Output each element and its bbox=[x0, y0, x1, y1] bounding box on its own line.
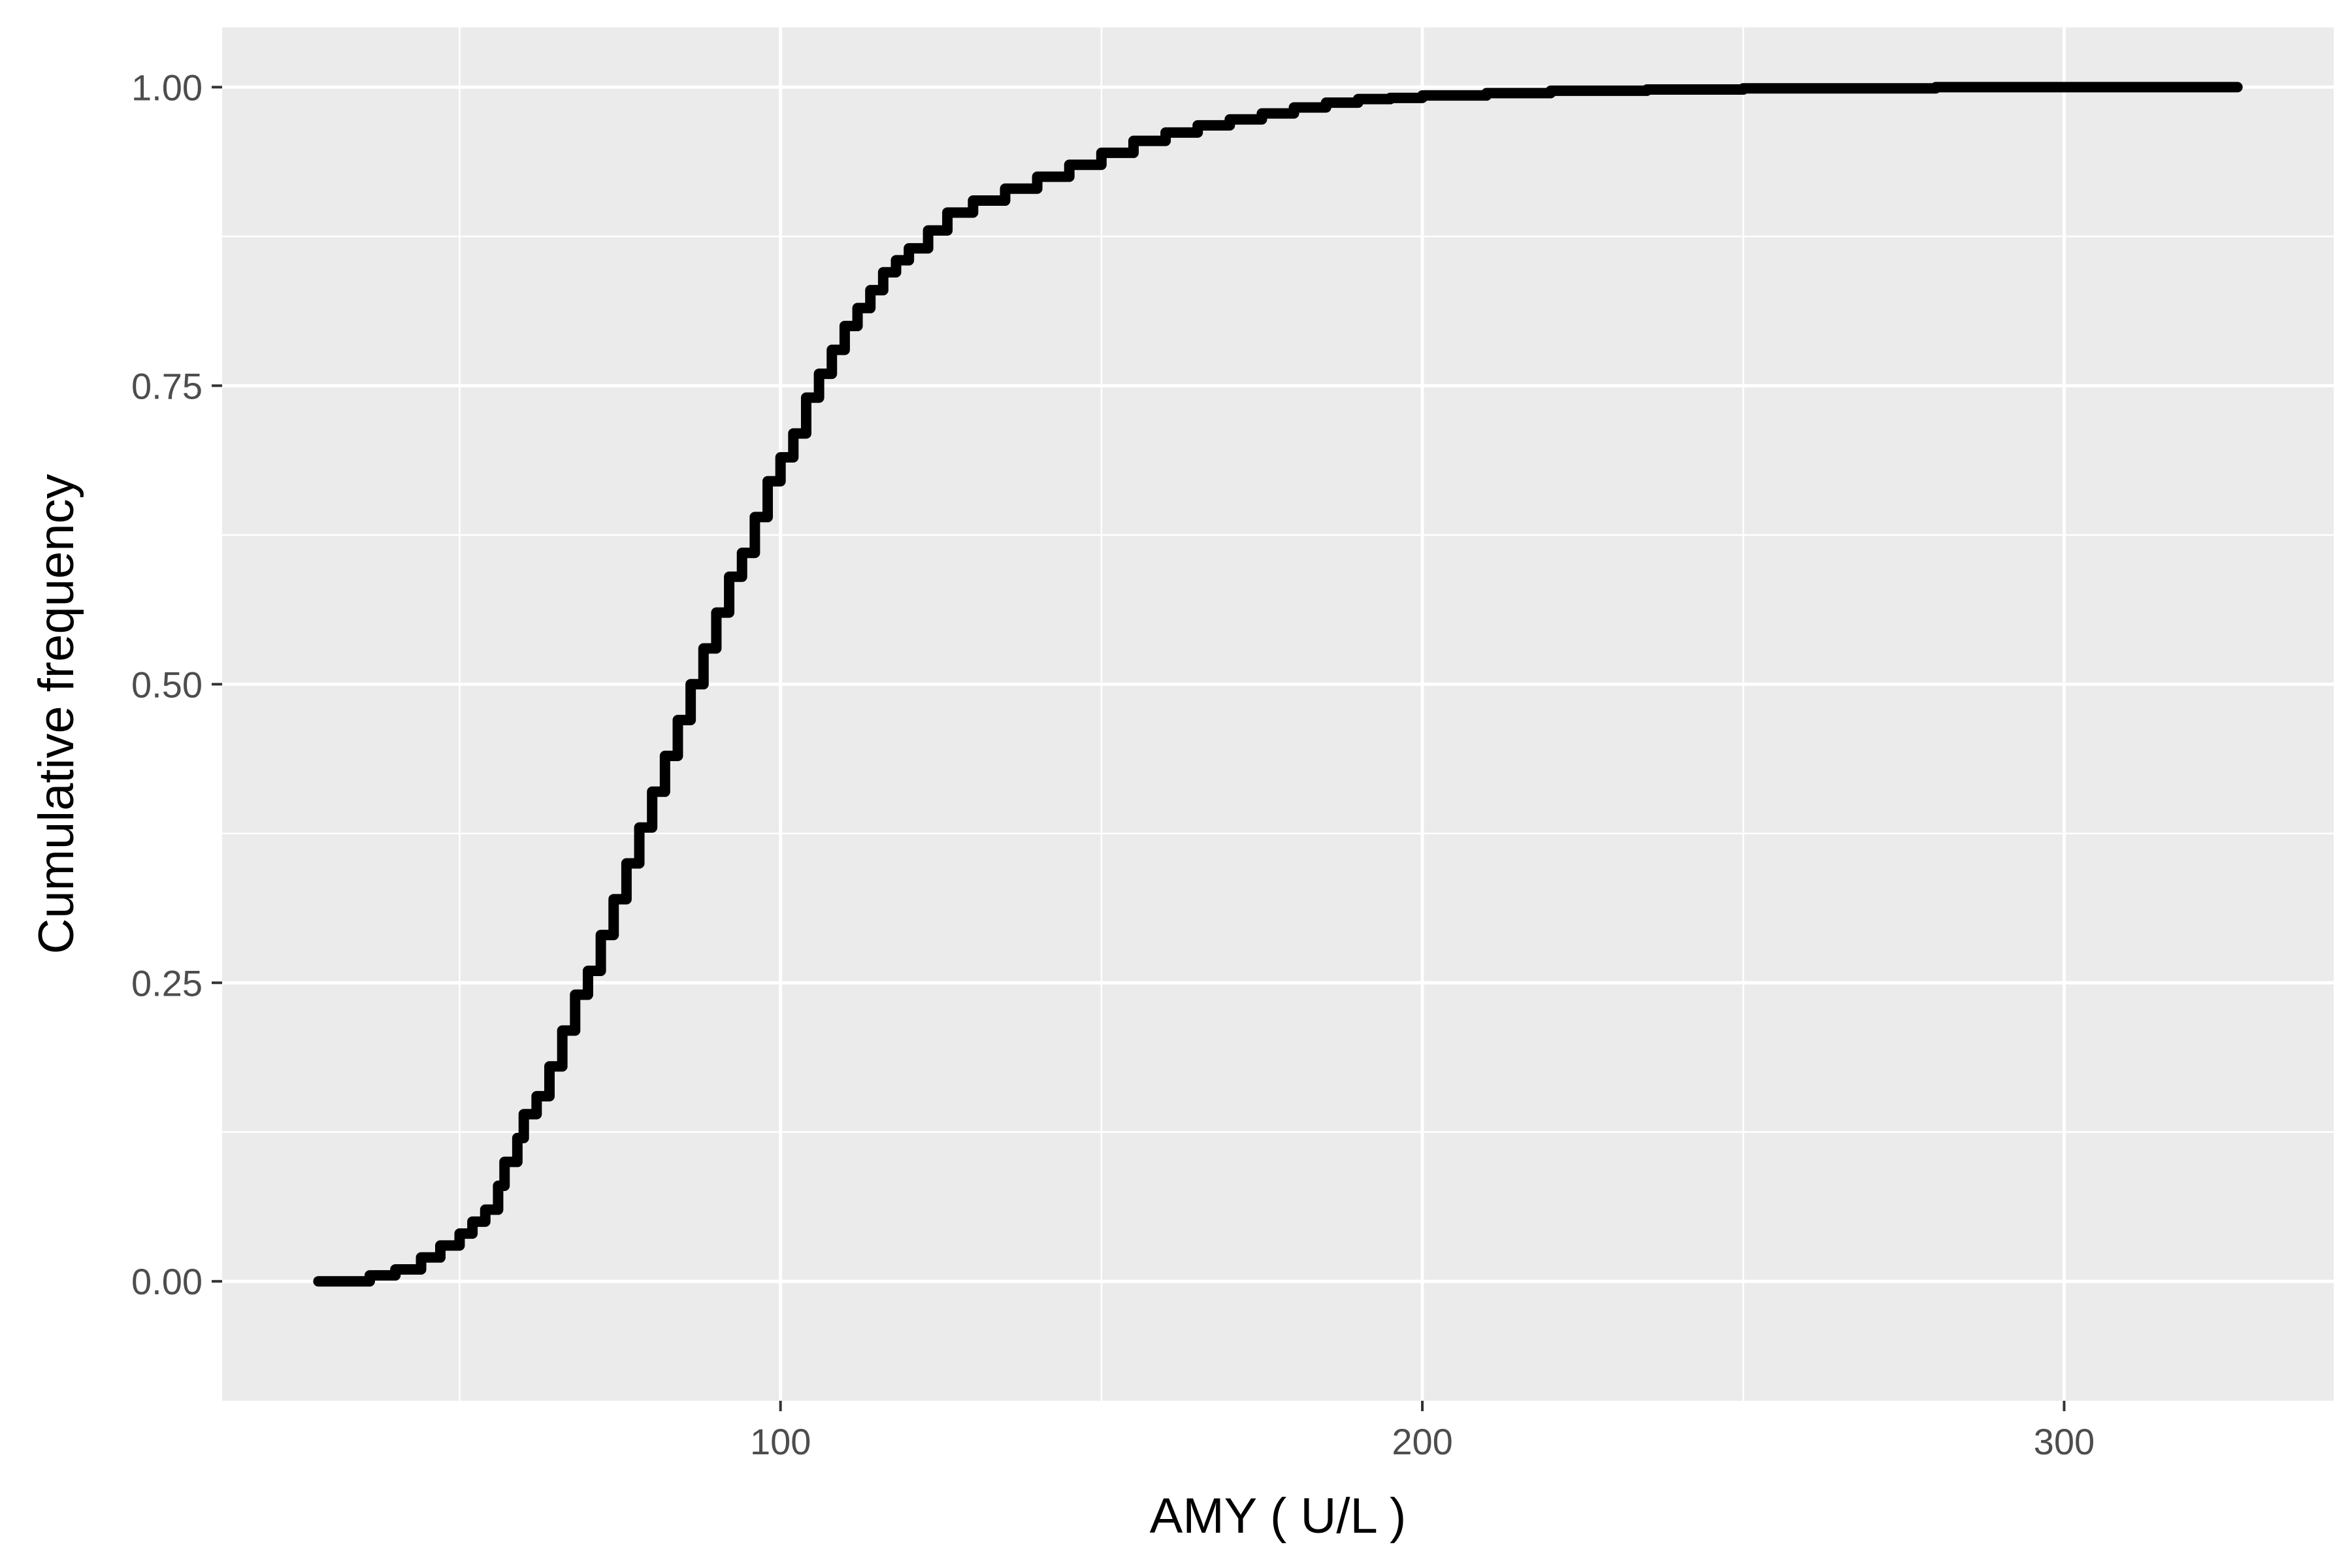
x-tick-label: 200 bbox=[1392, 1421, 1452, 1462]
y-tick-label: 0.25 bbox=[131, 962, 203, 1004]
x-tick-label: 100 bbox=[750, 1421, 811, 1462]
y-tick-label: 0.50 bbox=[131, 664, 203, 705]
y-tick-label: 1.00 bbox=[131, 67, 203, 108]
y-tick-label: 0.75 bbox=[131, 365, 203, 406]
x-axis-title: AMY ( U/L ) bbox=[1150, 1488, 1407, 1544]
ecdf-line bbox=[313, 82, 2243, 1287]
grid-minor bbox=[222, 27, 2334, 1401]
y-axis-title: Cumulative frequency bbox=[29, 474, 84, 954]
y-tick-label: 0.00 bbox=[131, 1261, 203, 1302]
x-tick-label: 300 bbox=[2034, 1421, 2095, 1462]
y-axis: 0.00 0.25 0.50 0.75 1.00 bbox=[131, 67, 222, 1302]
series-layer bbox=[313, 82, 2243, 1287]
panel-background bbox=[222, 27, 2334, 1401]
x-axis: 100 200 300 bbox=[750, 1401, 2095, 1462]
